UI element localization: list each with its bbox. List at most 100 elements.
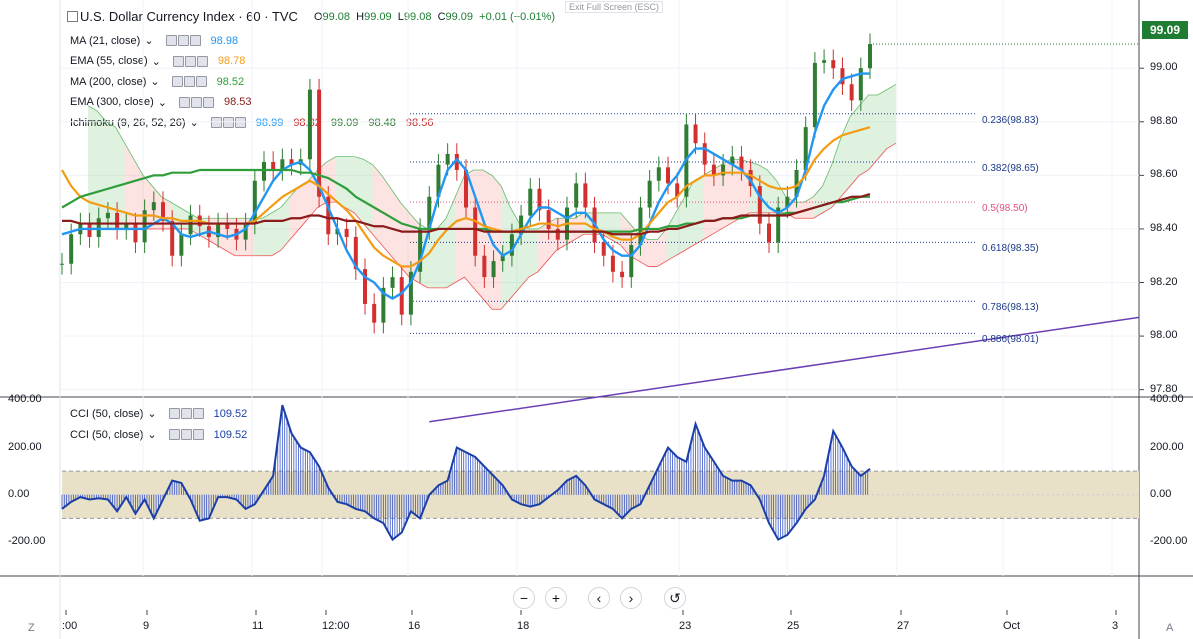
ichimoku-cloud-segment [694,175,704,245]
scroll-right-button[interactable]: › [620,587,642,609]
candle-body [748,170,753,187]
time-tick-label: 27 [897,620,910,632]
eye-icon[interactable] [172,55,184,67]
candle-body [317,89,322,197]
candle-body [390,277,395,288]
candle-body [179,234,184,256]
candle-body [252,180,257,224]
eye-icon[interactable] [168,408,180,419]
candle-body [840,68,845,85]
candle-body [142,210,147,243]
exit-fullscreen-hint[interactable]: Exit Full Screen (ESC) [565,1,664,13]
fib-level-label: 0.236(98.83) [982,114,1039,126]
ichimoku-cloud-segment [133,159,144,229]
ichimoku-cloud-segment [519,223,529,288]
ichimoku-cloud-segment [537,223,548,272]
close-icon[interactable] [192,408,204,419]
ichimoku-cloud-segment [877,89,887,160]
gear-icon[interactable] [180,408,192,419]
reset-chart-button[interactable]: ↺ [664,587,686,609]
indicator-label: EMA (300, close) [70,96,154,108]
gear-icon[interactable] [190,96,202,108]
time-tick-label: 11 [252,620,264,632]
candle-body [849,84,854,101]
candle-body [675,183,680,197]
chevron-down-icon[interactable]: ⌄ [150,76,160,88]
eye-icon[interactable] [178,96,190,108]
auto-scale-toggle[interactable]: A [1166,622,1174,634]
zoom-out-button[interactable]: − [513,587,535,609]
gear-icon[interactable] [177,35,189,46]
close-icon[interactable] [189,35,201,46]
cci-tick-label: 200.00 [1150,440,1184,453]
indicator-legend-row[interactable]: Ichimoku (9, 26, 52, 26) ⌄ 98.99 98.82 99.09… [70,116,433,130]
ichimoku-cloud-segment [501,186,511,310]
time-tick-label: 23 [679,620,692,632]
chevron-down-icon[interactable]: ⌄ [157,96,167,109]
candle-body [289,159,294,165]
candle-body [785,196,790,208]
eye-icon[interactable] [210,117,222,128]
candle-body [399,277,404,315]
chevron-down-icon[interactable]: ⌄ [147,429,157,441]
cci-legend-row[interactable]: CCI (50, close) ⌄ 109.52 [70,407,247,421]
ichimoku-cloud-segment [271,207,281,256]
cci-line [61,404,871,542]
ichimoku-cloud-segment [886,84,896,149]
gear-icon[interactable] [183,76,195,87]
candle-body [482,255,487,278]
candle-body [381,287,386,323]
eye-icon[interactable] [171,76,183,87]
indicator-legend-row[interactable]: EMA (55, close) ⌄ 98.78 [70,55,245,68]
fib-level-label: 0.618(98.35) [982,243,1039,255]
scroll-left-button[interactable]: ‹ [588,587,610,609]
chevron-down-icon[interactable]: ⌄ [147,408,157,420]
price-tick-label: 98.60 [1150,168,1178,181]
indicator-legend-row[interactable]: MA (21, close) ⌄ 98.98 [70,34,238,48]
candle-body [124,223,129,229]
candle-body [831,60,836,69]
candle-body [307,89,312,160]
chevron-down-icon[interactable]: ⌄ [151,55,161,68]
indicator-line [61,72,870,300]
cci-legend-row[interactable]: CCI (50, close) ⌄ 109.52 [70,428,247,442]
eye-icon[interactable] [165,35,177,46]
indicator-line [62,193,871,236]
zoom-in-button[interactable]: + [545,587,567,609]
gear-icon[interactable] [222,117,234,128]
collapse-icon[interactable] [67,11,78,22]
fib-level-label: 0.382(98.65) [982,162,1039,174]
close-icon[interactable] [196,55,208,67]
indicator-legend-row[interactable]: MA (200, close) ⌄ 98.52 [70,75,244,89]
close-icon[interactable] [202,96,214,108]
chevron-down-icon[interactable]: ⌄ [144,35,154,47]
cci-tick-label: -200.00 [8,534,46,547]
gear-icon[interactable] [180,429,192,440]
candle-body [445,153,450,165]
time-tick-label: 9 [143,620,150,632]
cci-label: CCI (50, close) [70,428,144,441]
ichimoku-cloud-segment [115,127,125,229]
gear-icon[interactable] [184,55,196,67]
close-icon[interactable] [234,117,246,128]
indicator-legend-row[interactable]: EMA (300, close) ⌄ 98.53 [70,96,252,109]
close-icon[interactable] [192,429,204,440]
chevron-down-icon[interactable]: ⌄ [189,117,199,129]
ichimoku-cloud-segment [822,164,832,213]
candle-body [730,156,735,165]
close-icon[interactable] [195,76,207,87]
eye-icon[interactable] [168,429,180,440]
candle-body [794,170,799,197]
candle-body [225,223,230,229]
candle-body [739,156,744,170]
candle-body [656,167,661,181]
time-tick-label: :00 [62,620,78,632]
indicator-controls [168,408,204,419]
indicator-value: 98.78 [217,55,246,67]
zoom-corner-left[interactable]: Z [28,622,35,634]
candle-body [803,127,808,170]
cci-tick-label: 0.00 [1150,487,1172,500]
ichimoku-cloud-segment [574,212,584,240]
indicator-label: MA (21, close) [70,34,141,47]
